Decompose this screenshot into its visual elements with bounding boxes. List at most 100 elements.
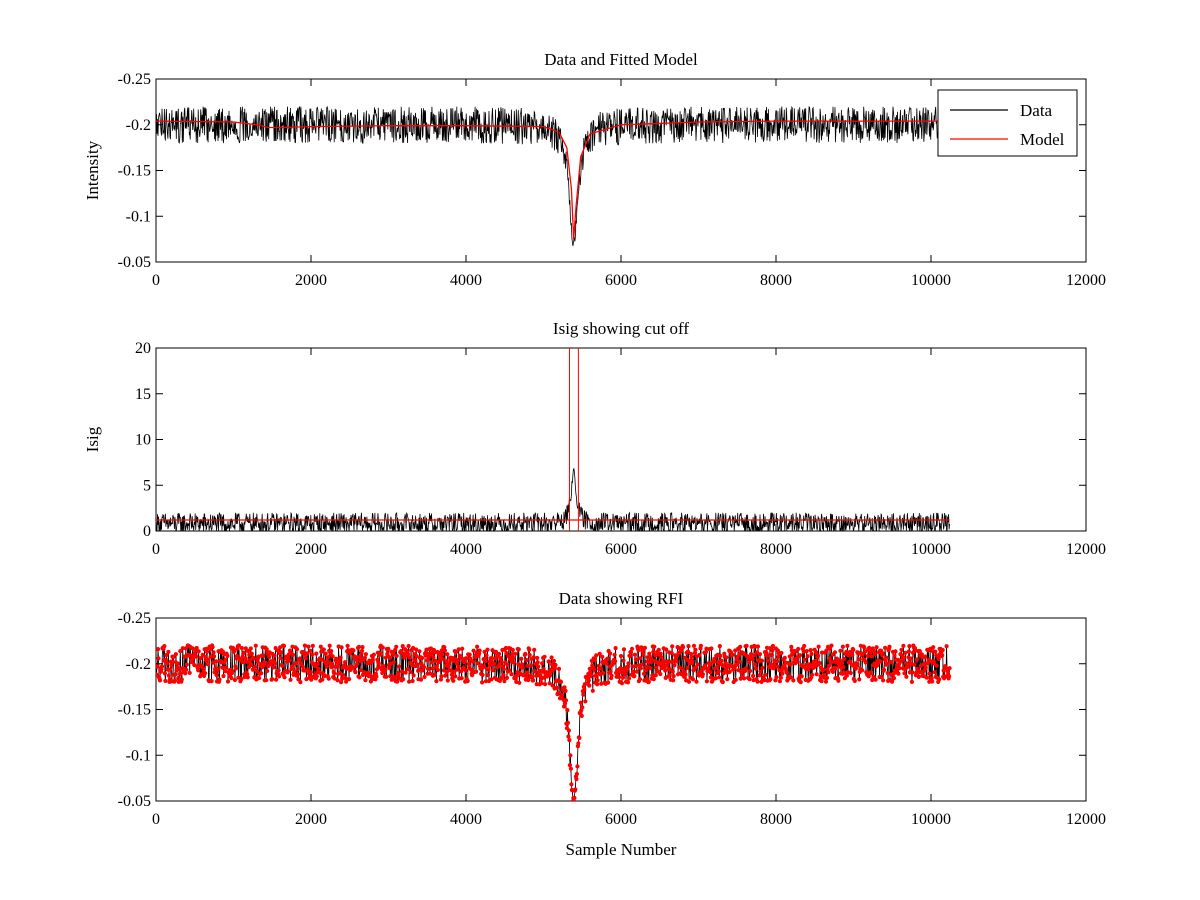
marker-point: [617, 675, 622, 680]
marker-point: [685, 665, 690, 670]
marker-point: [318, 644, 323, 649]
marker-point: [779, 650, 784, 656]
marker-point: [690, 658, 695, 664]
marker-point: [416, 667, 422, 672]
marker-point: [840, 644, 846, 649]
marker-point: [496, 651, 502, 657]
marker-point: [330, 661, 335, 666]
marker-point: [531, 655, 536, 660]
marker-point: [717, 675, 722, 680]
marker-point: [795, 659, 800, 664]
marker-point: [386, 646, 391, 652]
y-tick-label: -0.1: [126, 208, 151, 225]
marker-point: [932, 670, 937, 675]
marker-point: [698, 643, 704, 648]
marker-point: [343, 676, 348, 681]
marker-point: [683, 672, 688, 677]
marker-point: [609, 673, 614, 678]
marker-point: [504, 675, 509, 681]
marker-point: [856, 650, 861, 655]
marker-point: [442, 645, 447, 650]
marker-point: [452, 669, 457, 674]
marker-point: [845, 643, 850, 649]
x-tick-label: 4000: [450, 272, 482, 289]
marker-point: [944, 665, 949, 671]
marker-point: [541, 666, 546, 672]
marker-point: [239, 676, 244, 682]
marker-point: [297, 656, 302, 661]
marker-point: [575, 764, 580, 769]
marker-point: [927, 671, 932, 676]
marker-point: [157, 678, 163, 683]
legend-entry: Data: [1020, 101, 1053, 120]
marker-point: [230, 668, 235, 674]
marker-point: [556, 666, 562, 672]
marker-point: [245, 675, 250, 680]
marker-point: [830, 669, 836, 675]
marker-point: [646, 679, 651, 685]
x-tick-label: 0: [152, 272, 160, 289]
marker-point: [777, 679, 783, 684]
marker-point: [261, 653, 266, 658]
marker-point: [292, 669, 297, 675]
marker-point: [917, 649, 922, 654]
marker-point: [501, 672, 506, 678]
marker-point: [300, 664, 305, 670]
marker-point: [742, 676, 747, 681]
marker-point: [341, 672, 346, 678]
marker-point: [598, 666, 603, 671]
marker-point: [827, 646, 833, 651]
marker-point: [289, 664, 295, 669]
marker-point: [335, 678, 340, 683]
marker-point: [391, 652, 396, 657]
marker-point: [670, 644, 675, 649]
marker-point: [436, 660, 441, 665]
marker-point: [249, 662, 254, 668]
marker-point: [487, 663, 493, 668]
marker-point: [431, 655, 436, 660]
marker-point: [648, 660, 653, 665]
marker-point: [335, 665, 340, 670]
marker-point: [944, 644, 949, 649]
marker-point: [302, 643, 307, 648]
marker-point: [707, 662, 713, 668]
marker-point: [637, 677, 643, 682]
marker-point: [773, 678, 778, 683]
marker-point: [539, 681, 544, 686]
marker-point: [947, 674, 952, 679]
marker-point: [638, 656, 643, 661]
marker-point: [816, 653, 821, 658]
marker-point: [212, 654, 217, 659]
marker-point: [937, 677, 942, 682]
marker-point: [567, 763, 573, 768]
marker-point: [700, 672, 706, 677]
marker-point: [203, 671, 208, 676]
marker-point: [271, 665, 276, 670]
marker-point: [356, 644, 362, 649]
marker-point: [306, 644, 311, 649]
marker-point: [314, 651, 319, 656]
marker-point: [360, 645, 365, 650]
marker-point: [692, 650, 698, 656]
marker-point: [780, 671, 785, 676]
subplot-1: 0 2000 4000 6000 8000 10000 12000 -0.05 -0.1 -0.1…: [83, 50, 1106, 289]
marker-point: [173, 672, 178, 677]
marker-point: [532, 647, 537, 653]
y-tick-label: 20: [135, 340, 151, 357]
marker-point: [644, 664, 649, 669]
marker-point: [357, 675, 362, 680]
marker-point: [354, 662, 360, 667]
marker-point: [249, 651, 254, 656]
marker-point: [163, 678, 168, 684]
marker-point: [523, 651, 528, 657]
marker-point: [686, 679, 692, 684]
marker-point: [547, 681, 552, 686]
marker-point: [639, 645, 644, 650]
marker-point: [533, 669, 538, 674]
marker-point: [234, 654, 239, 659]
marker-point: [415, 662, 420, 668]
marker-point: [874, 645, 879, 650]
marker-point: [674, 659, 679, 664]
marker-point: [704, 679, 710, 684]
